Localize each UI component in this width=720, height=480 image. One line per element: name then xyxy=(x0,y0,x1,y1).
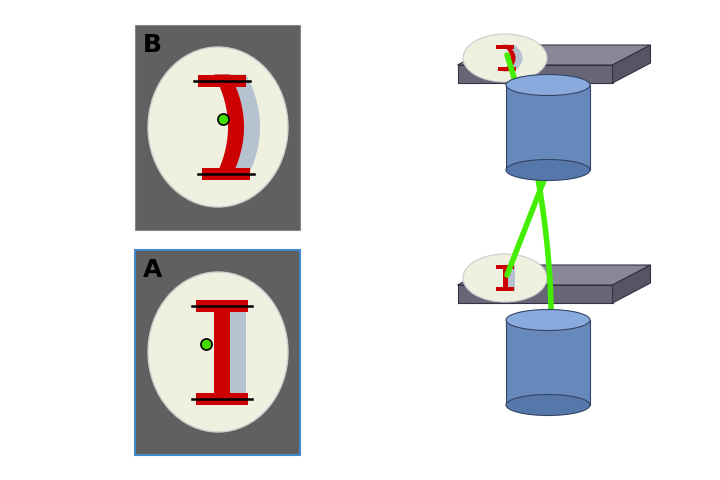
Polygon shape xyxy=(503,45,516,71)
Ellipse shape xyxy=(463,254,547,302)
Ellipse shape xyxy=(506,74,590,96)
Polygon shape xyxy=(214,74,244,180)
FancyBboxPatch shape xyxy=(196,393,248,405)
FancyBboxPatch shape xyxy=(202,168,250,180)
FancyBboxPatch shape xyxy=(496,287,514,291)
Polygon shape xyxy=(457,265,650,285)
Ellipse shape xyxy=(148,272,288,432)
FancyBboxPatch shape xyxy=(503,265,515,291)
Ellipse shape xyxy=(463,34,547,82)
Polygon shape xyxy=(457,65,613,83)
FancyBboxPatch shape xyxy=(496,45,514,49)
Ellipse shape xyxy=(506,310,590,331)
Ellipse shape xyxy=(506,395,590,416)
FancyBboxPatch shape xyxy=(196,300,248,312)
Polygon shape xyxy=(457,45,650,65)
FancyBboxPatch shape xyxy=(135,250,300,455)
Text: B: B xyxy=(143,33,162,57)
FancyBboxPatch shape xyxy=(506,320,590,405)
FancyBboxPatch shape xyxy=(496,265,514,269)
FancyBboxPatch shape xyxy=(198,74,246,86)
Polygon shape xyxy=(613,45,650,83)
Polygon shape xyxy=(457,285,613,303)
FancyBboxPatch shape xyxy=(217,300,246,405)
Text: A: A xyxy=(143,258,163,282)
FancyBboxPatch shape xyxy=(503,265,508,291)
FancyBboxPatch shape xyxy=(498,67,516,71)
FancyBboxPatch shape xyxy=(214,300,230,405)
Polygon shape xyxy=(613,265,650,303)
Polygon shape xyxy=(217,74,260,180)
FancyBboxPatch shape xyxy=(135,25,300,230)
Polygon shape xyxy=(503,45,523,71)
FancyBboxPatch shape xyxy=(506,85,590,170)
Ellipse shape xyxy=(506,159,590,180)
Ellipse shape xyxy=(148,47,288,207)
